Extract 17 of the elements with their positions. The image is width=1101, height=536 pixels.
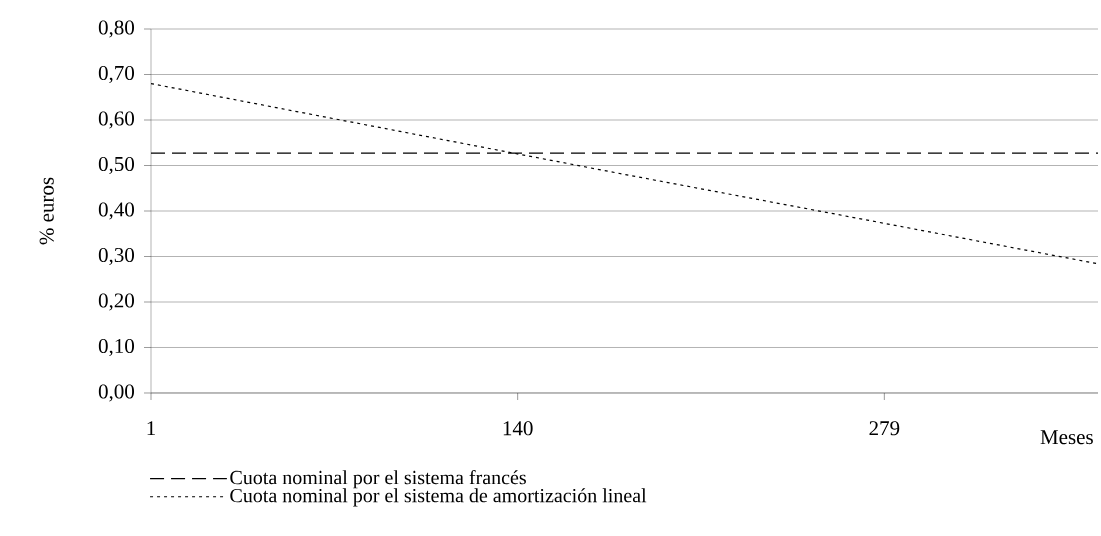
legend-label: Cuota nominal por el sistema francés	[230, 470, 526, 489]
x-axis-title: Meses	[1040, 430, 1093, 445]
y-tick-label: 0,60	[98, 111, 135, 129]
y-tick-label: 0,00	[98, 384, 135, 402]
y-tick-label: 0,40	[98, 202, 135, 220]
y-axis-title: % euros	[39, 177, 54, 245]
x-tick-label: 279	[869, 421, 900, 436]
x-tick-label: 140	[503, 421, 533, 436]
legend-label: Cuota nominal por el sistema de amortización lineal	[230, 488, 647, 507]
y-tick-label: 0,80	[98, 20, 135, 38]
y-tick-label: 0,70	[98, 65, 135, 84]
y-tick-label: 0,50	[98, 156, 135, 175]
x-tick-label: 1	[147, 421, 155, 436]
line-series	[150, 83, 1099, 265]
y-tick-label: 0,10	[98, 338, 135, 357]
y-tick-label: 0,20	[98, 293, 135, 311]
y-tick-label: 0,30	[98, 247, 135, 266]
